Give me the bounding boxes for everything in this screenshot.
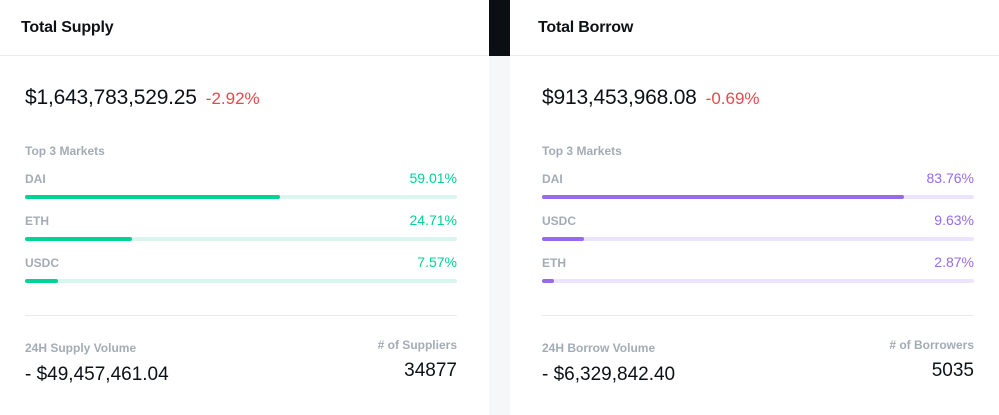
borrow-volume-label: 24H Borrow Volume — [542, 341, 656, 355]
market-name: ETH — [25, 214, 49, 228]
supply-total-amount: $1,643,783,529.25 — [25, 86, 197, 109]
borrow-header: Total Borrow — [510, 0, 999, 56]
market-name: DAI — [542, 172, 563, 186]
borrowers-count-label: # of Borrowers — [889, 338, 974, 352]
market-percent: 59.01% — [409, 170, 457, 186]
market-progress-fill — [25, 279, 58, 283]
market-progress-fill — [25, 237, 132, 241]
market-percent: 24.71% — [409, 212, 457, 228]
market-progress-track — [542, 237, 974, 241]
borrow-panel: Total Borrow $913,453,968.08 -0.69% Top … — [510, 0, 999, 415]
market-percent: 9.63% — [934, 212, 974, 228]
market-name: ETH — [542, 256, 566, 270]
market-name: USDC — [25, 256, 60, 270]
market-name: DAI — [25, 172, 46, 186]
market-percent: 83.76% — [926, 170, 974, 186]
borrowers-count-value: 5035 — [931, 360, 974, 381]
market-name: USDC — [542, 214, 577, 228]
borrow-market-row[interactable]: USDC 9.63% — [542, 212, 974, 250]
borrow-total-change: -0.69% — [705, 89, 760, 108]
market-progress-track — [542, 195, 974, 199]
borrow-market-row[interactable]: DAI 83.76% — [542, 170, 974, 208]
supply-market-row[interactable]: DAI 59.01% — [25, 170, 457, 208]
market-progress-fill — [542, 237, 584, 241]
supply-header: Total Supply — [0, 0, 489, 56]
borrow-top-markets-label: Top 3 Markets — [542, 144, 622, 158]
borrow-total-amount: $913,453,968.08 — [542, 86, 697, 109]
market-progress-fill — [542, 195, 904, 199]
supply-title: Total Supply — [21, 18, 114, 36]
suppliers-count-value: 34877 — [404, 360, 457, 381]
market-percent: 7.57% — [417, 254, 457, 270]
borrow-volume-value: - $6,329,842.40 — [542, 364, 676, 385]
market-progress-fill — [25, 195, 280, 199]
supply-volume-label: 24H Supply Volume — [25, 341, 137, 355]
borrow-title: Total Borrow — [538, 18, 634, 36]
market-progress-track — [25, 237, 457, 241]
borrow-divider — [542, 315, 974, 316]
supply-divider — [25, 315, 457, 316]
supply-volume-value: - $49,457,461.04 — [25, 364, 169, 385]
supply-total-row: $1,643,783,529.25 -2.92% — [25, 86, 260, 110]
supply-market-row[interactable]: USDC 7.57% — [25, 254, 457, 292]
supply-total-change: -2.92% — [205, 89, 260, 108]
market-progress-track — [542, 279, 974, 283]
suppliers-count-label: # of Suppliers — [377, 338, 457, 352]
market-progress-track — [25, 195, 457, 199]
borrow-total-row: $913,453,968.08 -0.69% — [542, 86, 760, 110]
supply-panel: Total Supply $1,643,783,529.25 -2.92% To… — [0, 0, 489, 415]
supply-market-row[interactable]: ETH 24.71% — [25, 212, 457, 250]
panel-gap-bar — [489, 0, 510, 56]
market-percent: 2.87% — [934, 254, 974, 270]
market-progress-fill — [542, 279, 555, 283]
borrow-market-row[interactable]: ETH 2.87% — [542, 254, 974, 292]
supply-top-markets-label: Top 3 Markets — [25, 144, 105, 158]
market-progress-track — [25, 279, 457, 283]
